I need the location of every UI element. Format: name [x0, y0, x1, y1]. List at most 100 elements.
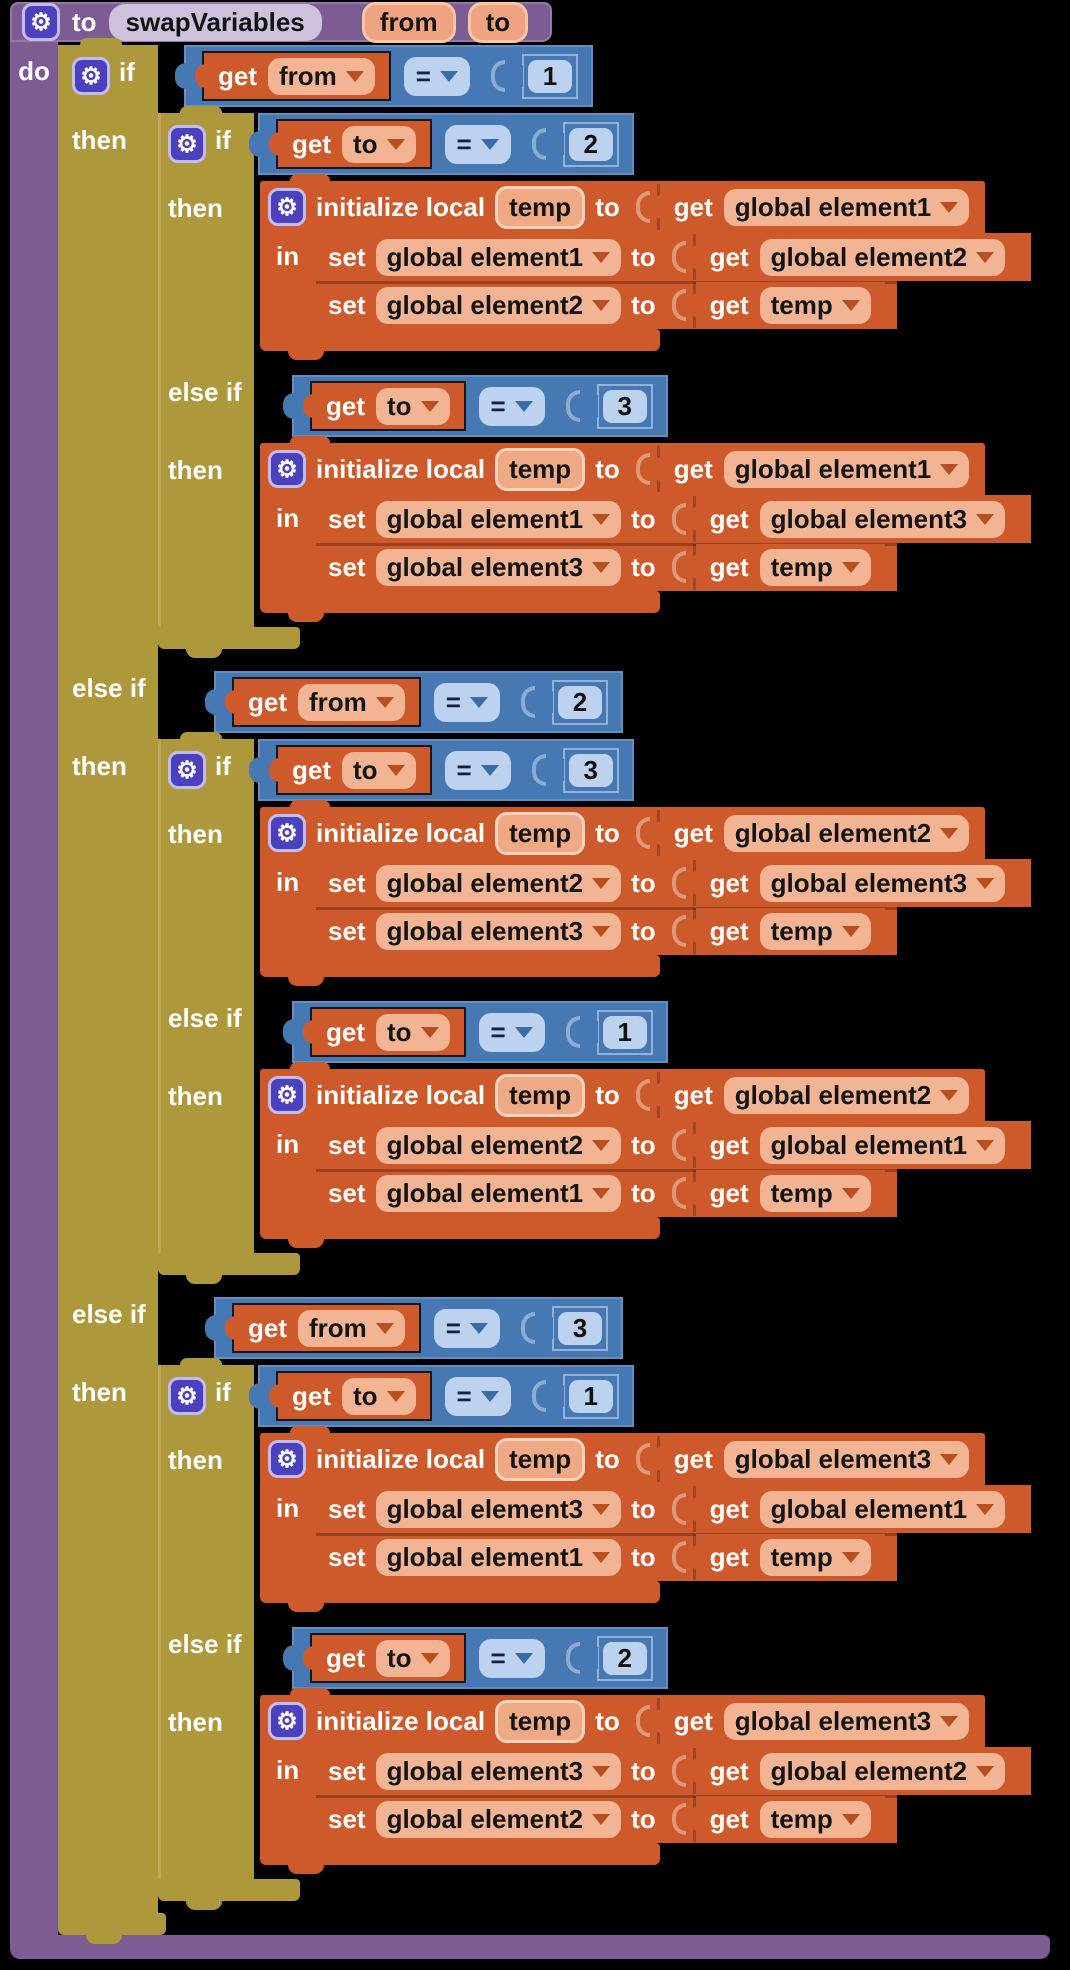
condition-equals-block[interactable]: get to =: [283, 1627, 668, 1689]
number-field[interactable]: 2: [568, 127, 613, 161]
condition-equals-block[interactable]: get to =: [249, 739, 634, 801]
operator-dropdown[interactable]: =: [433, 1308, 500, 1348]
local-name-field[interactable]: temp: [495, 811, 586, 855]
procedure-definition-block[interactable]: ⚙ to swapVariables from to do ⚙ if get: [10, 1, 1050, 1959]
variable-dropdown[interactable]: global element1: [375, 500, 622, 538]
get-variable-block[interactable]: get to: [303, 383, 464, 429]
variable-dropdown[interactable]: global element3: [759, 500, 1006, 538]
variable-dropdown[interactable]: global element3: [723, 1702, 970, 1740]
initialize-local-row[interactable]: ⚙ initialize local temp to get global el…: [260, 443, 986, 495]
number-block[interactable]: 1: [587, 1009, 653, 1055]
param-chip-from[interactable]: from: [361, 1, 456, 43]
get-variable-block[interactable]: get global element1: [686, 1122, 1020, 1168]
variable-dropdown[interactable]: global element1: [375, 238, 622, 276]
variable-dropdown[interactable]: temp: [759, 1538, 871, 1576]
get-variable-block[interactable]: get global element2: [650, 810, 984, 856]
initialize-local-block[interactable]: ⚙ initialize local temp to get global el…: [260, 436, 1032, 622]
condition-equals-block[interactable]: get to =: [249, 1365, 634, 1427]
get-variable-block[interactable]: get global element3: [650, 1436, 984, 1482]
get-variable-block[interactable]: get global element1: [650, 184, 984, 230]
initialize-local-row[interactable]: ⚙ initialize local temp to get global el…: [260, 1069, 986, 1121]
number-field[interactable]: 1: [568, 1379, 613, 1413]
operator-dropdown[interactable]: =: [444, 1376, 511, 1416]
if-block-inner[interactable]: ⚙ if get to: [158, 732, 1032, 1284]
get-variable-block[interactable]: get to: [303, 1635, 464, 1681]
variable-dropdown[interactable]: global element3: [723, 1440, 970, 1478]
operator-dropdown[interactable]: =: [478, 1638, 545, 1678]
local-name-field[interactable]: temp: [495, 1437, 586, 1481]
mutator-gear-icon[interactable]: ⚙: [268, 1440, 306, 1478]
initialize-local-block[interactable]: ⚙ initialize local temp to get global el…: [260, 1426, 1032, 1612]
operator-dropdown[interactable]: =: [444, 750, 511, 790]
variable-dropdown[interactable]: global element2: [759, 1752, 1006, 1790]
mutator-gear-icon[interactable]: ⚙: [168, 125, 206, 163]
variable-dropdown[interactable]: global element1: [723, 188, 970, 226]
initialize-local-block[interactable]: ⚙ initialize local temp to get global el…: [260, 174, 1032, 360]
set-variable-block[interactable]: set global element1 to: [316, 1169, 897, 1217]
variable-dropdown[interactable]: global element3: [375, 912, 622, 950]
variable-dropdown[interactable]: global element2: [723, 814, 970, 852]
variable-dropdown[interactable]: temp: [759, 286, 871, 324]
variable-dropdown[interactable]: global element1: [375, 1174, 622, 1212]
variable-dropdown[interactable]: temp: [759, 1800, 871, 1838]
number-field[interactable]: 1: [602, 1015, 647, 1049]
operator-dropdown[interactable]: =: [478, 1012, 545, 1052]
variable-dropdown[interactable]: temp: [759, 1174, 871, 1212]
number-field[interactable]: 2: [602, 1641, 647, 1675]
variable-dropdown[interactable]: global element3: [759, 864, 1006, 902]
initialize-local-row[interactable]: ⚙ initialize local temp to get global el…: [260, 1695, 986, 1747]
get-variable-block[interactable]: get temp: [686, 1534, 885, 1580]
number-field[interactable]: 3: [602, 389, 647, 423]
if-block-inner[interactable]: ⚙ if get to: [158, 106, 1032, 658]
initialize-local-row[interactable]: ⚙ initialize local temp to get global el…: [260, 807, 986, 859]
set-variable-block[interactable]: set global element3 to: [316, 1485, 1032, 1533]
variable-dropdown[interactable]: from: [298, 683, 405, 721]
number-block[interactable]: 2: [542, 679, 608, 725]
variable-dropdown[interactable]: to: [342, 125, 416, 163]
variable-dropdown[interactable]: temp: [759, 912, 871, 950]
set-variable-block[interactable]: set global element2 to: [316, 1795, 897, 1843]
mutator-gear-icon[interactable]: ⚙: [22, 3, 60, 41]
get-variable-block[interactable]: get temp: [686, 544, 885, 590]
set-variable-block[interactable]: set global element2 to: [316, 859, 1032, 907]
variable-dropdown[interactable]: global element2: [759, 238, 1006, 276]
set-variable-block[interactable]: set global element2 to: [316, 281, 897, 329]
get-variable-block[interactable]: get from: [225, 1305, 419, 1351]
variable-dropdown[interactable]: global element3: [375, 548, 622, 586]
operator-dropdown[interactable]: =: [403, 56, 470, 96]
set-variable-block[interactable]: set global element3 to: [316, 1747, 1032, 1795]
operator-dropdown[interactable]: =: [433, 682, 500, 722]
if-block-outer[interactable]: ⚙ if get from =: [58, 38, 1032, 1944]
local-name-field[interactable]: temp: [495, 1073, 586, 1117]
condition-equals-block[interactable]: get from = 2: [205, 671, 623, 733]
mutator-gear-icon[interactable]: ⚙: [168, 1377, 206, 1415]
get-variable-block[interactable]: get temp: [686, 1170, 885, 1216]
number-field[interactable]: 3: [568, 753, 613, 787]
number-block[interactable]: 2: [553, 121, 619, 167]
operator-dropdown[interactable]: =: [444, 124, 511, 164]
variable-dropdown[interactable]: global element1: [759, 1126, 1006, 1164]
initialize-local-row[interactable]: ⚙ initialize local temp to get global el…: [260, 181, 986, 233]
set-variable-block[interactable]: set global element1 to: [316, 233, 1032, 281]
get-variable-block[interactable]: get to: [269, 121, 430, 167]
condition-equals-block[interactable]: get from = 3: [205, 1297, 623, 1359]
variable-dropdown[interactable]: to: [342, 751, 416, 789]
number-block[interactable]: 1: [553, 1373, 619, 1419]
mutator-gear-icon[interactable]: ⚙: [168, 751, 206, 789]
variable-dropdown[interactable]: global element1: [759, 1490, 1006, 1528]
condition-equals-block[interactable]: get from = 1: [175, 45, 593, 107]
operator-dropdown[interactable]: =: [478, 386, 545, 426]
get-variable-block[interactable]: get global element2: [686, 1748, 1020, 1794]
variable-dropdown[interactable]: to: [342, 1377, 416, 1415]
get-variable-block[interactable]: get to: [269, 747, 430, 793]
variable-dropdown[interactable]: from: [268, 57, 375, 95]
get-variable-block[interactable]: get global element1: [650, 446, 984, 492]
variable-dropdown[interactable]: from: [298, 1309, 405, 1347]
condition-equals-block[interactable]: get to =: [283, 375, 668, 437]
initialize-local-row[interactable]: ⚙ initialize local temp to get global el…: [260, 1433, 986, 1485]
get-variable-block[interactable]: get to: [303, 1009, 464, 1055]
variable-dropdown[interactable]: global element3: [375, 1490, 622, 1528]
variable-dropdown[interactable]: global element3: [375, 1752, 622, 1790]
mutator-gear-icon[interactable]: ⚙: [268, 188, 306, 226]
number-block[interactable]: 2: [587, 1635, 653, 1681]
